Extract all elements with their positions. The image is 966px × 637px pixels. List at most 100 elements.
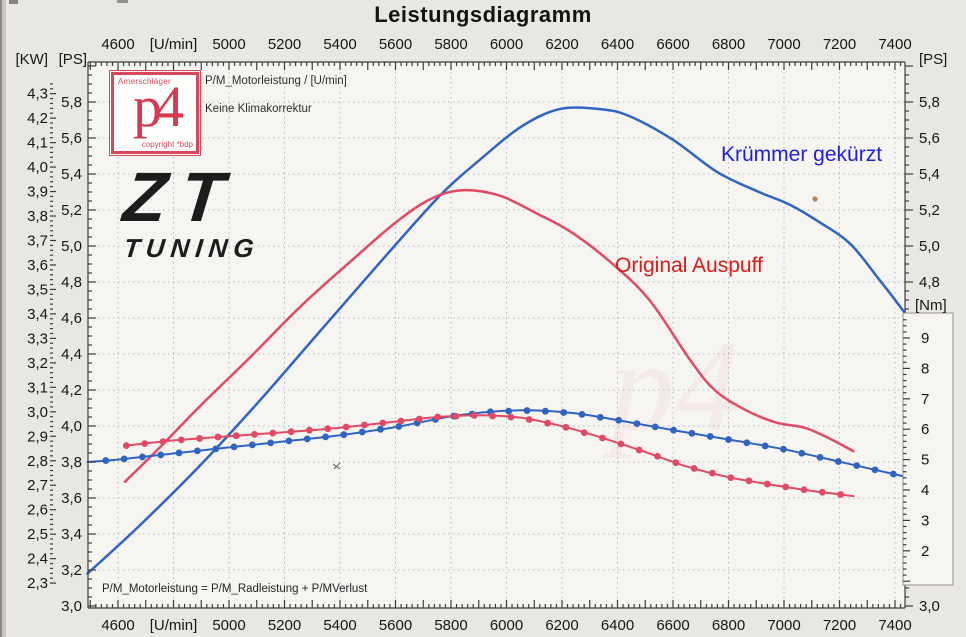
data-point-marker — [361, 421, 368, 429]
svg-text:2,6: 2,6 — [27, 502, 48, 519]
svg-text:[U/min]: [U/min] — [150, 617, 198, 634]
data-point-marker — [358, 428, 366, 436]
data-point-marker — [871, 466, 879, 474]
svg-text:3,4: 3,4 — [27, 306, 48, 323]
svg-text:3,6: 3,6 — [61, 490, 82, 507]
data-point-marker — [212, 445, 220, 453]
svg-text:4,2: 4,2 — [61, 382, 82, 399]
label-kruemmer-gekuerzt: Krümmer gekürzt — [721, 143, 883, 166]
svg-text:3,4: 3,4 — [61, 526, 82, 543]
svg-text:2,4: 2,4 — [27, 551, 48, 568]
svg-text:5800: 5800 — [434, 36, 467, 53]
data-point-marker — [324, 425, 332, 433]
data-point-marker — [651, 423, 659, 431]
svg-text:6600: 6600 — [656, 36, 689, 53]
power-kruemmer-gekuerzt — [86, 106, 906, 575]
svg-text:3,6: 3,6 — [27, 257, 48, 274]
svg-text:7000: 7000 — [767, 617, 800, 634]
svg-text:5,4: 5,4 — [919, 166, 940, 183]
svg-text:6000: 6000 — [490, 617, 523, 634]
svg-text:5,2: 5,2 — [919, 202, 940, 219]
data-point-marker — [230, 443, 238, 451]
data-point-marker — [654, 452, 661, 460]
svg-text:5,0: 5,0 — [919, 238, 940, 255]
data-point-marker — [397, 417, 405, 425]
data-point-marker — [470, 412, 478, 419]
p4-logo-top-text: Amerschläger — [118, 77, 171, 86]
svg-text:6: 6 — [921, 421, 929, 438]
data-point-marker — [761, 442, 769, 450]
data-point-marker — [248, 441, 256, 449]
svg-text:[PS]: [PS] — [919, 51, 947, 68]
data-point-marker — [505, 407, 513, 415]
svg-text:5200: 5200 — [268, 617, 301, 634]
data-point-marker — [377, 425, 384, 433]
svg-text:2,5: 2,5 — [27, 526, 48, 543]
data-point-marker — [690, 465, 698, 472]
svg-text:7400: 7400 — [878, 617, 911, 634]
data-point-marker — [578, 410, 586, 418]
svg-text:4,6: 4,6 — [61, 310, 82, 327]
svg-text:p4: p4 — [602, 315, 740, 459]
svg-text:4: 4 — [921, 482, 929, 499]
data-point-marker — [525, 416, 533, 423]
data-point-marker — [834, 458, 842, 465]
svg-text:5800: 5800 — [434, 617, 467, 634]
data-point-marker — [175, 449, 183, 457]
data-point-marker — [269, 429, 277, 437]
svg-text:[U/min]: [U/min] — [150, 36, 198, 53]
svg-text:3,1: 3,1 — [27, 379, 48, 396]
note-formula: P/M_Motorleistung = P/M_Radleistung + P/… — [102, 583, 368, 595]
svg-text:5000: 5000 — [212, 36, 245, 53]
svg-text:6600: 6600 — [656, 617, 689, 634]
svg-text:3,8: 3,8 — [27, 208, 48, 225]
data-point-marker — [615, 416, 623, 424]
data-point-marker — [342, 423, 350, 431]
data-point-marker — [782, 483, 790, 491]
svg-text:5,4: 5,4 — [61, 166, 82, 183]
data-point-marker — [745, 477, 753, 485]
svg-text:5600: 5600 — [379, 617, 412, 634]
data-point-marker — [633, 420, 641, 427]
svg-text:5000: 5000 — [212, 617, 245, 634]
svg-text:4,3: 4,3 — [27, 86, 48, 103]
data-point-marker — [141, 440, 149, 448]
scan-blemishes: p4 — [332, 196, 818, 470]
svg-text:3,9: 3,9 — [27, 184, 48, 201]
svg-text:4,2: 4,2 — [27, 110, 48, 127]
svg-text:3,0: 3,0 — [61, 598, 82, 615]
data-point-marker — [157, 451, 165, 459]
svg-text:7200: 7200 — [823, 36, 856, 53]
data-point-marker — [287, 428, 295, 436]
page-title: Leistungsdiagramm — [374, 2, 592, 27]
svg-text:3,5: 3,5 — [27, 281, 48, 298]
plot-frame — [50, 61, 905, 609]
data-point-marker — [122, 442, 130, 450]
svg-text:6800: 6800 — [712, 617, 745, 634]
data-point-marker — [780, 445, 787, 453]
data-point-marker — [523, 407, 531, 414]
data-point-marker — [139, 453, 146, 461]
svg-text:2,7: 2,7 — [27, 477, 48, 494]
svg-text:3,2: 3,2 — [27, 355, 48, 372]
zt-tuning-logo: ZT TUNING — [120, 158, 324, 264]
svg-text:5: 5 — [921, 452, 929, 469]
data-point-marker — [763, 480, 771, 488]
svg-text:5,6: 5,6 — [61, 130, 82, 147]
svg-text:4,8: 4,8 — [61, 274, 82, 291]
data-point-marker — [120, 455, 128, 463]
torque-kruemmer-gekuerzt — [86, 407, 906, 478]
svg-text:7200: 7200 — [823, 617, 856, 634]
data-point-marker — [303, 435, 311, 443]
axis-labels: 46004600[U/min][U/min]500050005200520054… — [16, 36, 948, 634]
grid — [88, 62, 905, 608]
svg-text:6800: 6800 — [712, 36, 745, 53]
data-point-marker — [816, 453, 824, 461]
svg-text:7400: 7400 — [878, 36, 911, 53]
data-point-marker — [837, 491, 845, 498]
svg-text:5,0: 5,0 — [61, 238, 82, 255]
data-point-marker — [798, 449, 806, 457]
svg-text:5,8: 5,8 — [61, 94, 82, 111]
data-point-marker — [267, 439, 275, 447]
svg-text:4,4: 4,4 — [61, 346, 82, 363]
